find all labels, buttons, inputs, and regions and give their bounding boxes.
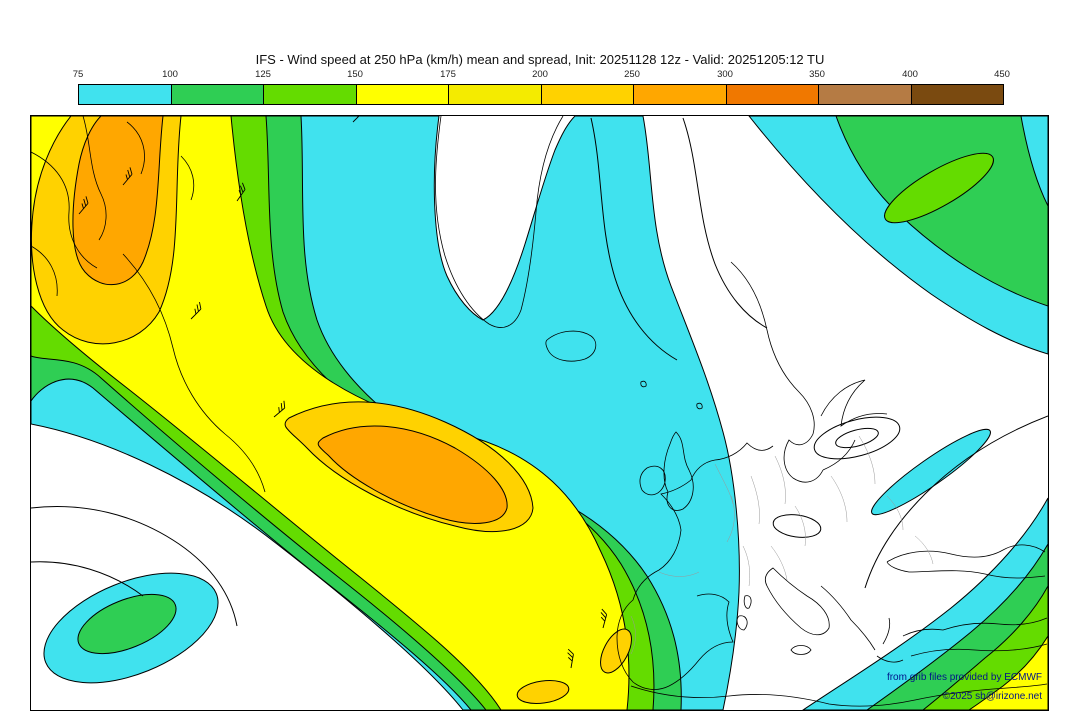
wind-speed-shading-southeast-band [802, 497, 1048, 710]
colorbar-tick-label: 150 [347, 69, 363, 80]
colorbar-segment [911, 85, 1003, 104]
coastline-north-america [31, 116, 266, 493]
wind-speed-shading-southwest-blob [43, 572, 219, 684]
colorbar-tick-label: 175 [440, 69, 456, 80]
wind-barb-icon [600, 608, 608, 629]
colorbar-tick-label: 300 [717, 69, 733, 80]
colorbar-tick-label: 400 [902, 69, 918, 80]
coastline-british-isles [639, 431, 694, 511]
wind-barb-icon [190, 301, 202, 320]
shaded-region-125kmh [884, 152, 994, 224]
wind-barb-icon [78, 196, 89, 215]
colorbar-segment [356, 85, 449, 104]
coastlines [31, 116, 1048, 707]
colorbar-tick-label: 450 [994, 69, 1010, 80]
wind-barbs [78, 116, 608, 669]
shaded-region-75kmh [871, 428, 991, 516]
colorbar-segment [726, 85, 819, 104]
shaded-region-150kmh [968, 635, 1048, 710]
colorbar-tick-labels: 75 100 125 150 175 200 250 300 350 400 4… [0, 69, 1080, 81]
shaded-region-100kmh [77, 593, 177, 655]
shaded-region-200kmh [600, 628, 632, 674]
wind-speed-shading-arctic-band [748, 116, 1048, 516]
weather-map: from grib files provided by ECMWF ©2025 … [30, 115, 1049, 711]
coastline-turkey-black-sea [886, 544, 1048, 657]
colorbar-tick-label: 350 [809, 69, 825, 80]
coastline-small-islands [640, 380, 703, 410]
colorbar-segment [634, 85, 727, 104]
coastline-scandinavia [730, 261, 888, 483]
coastline-north-africa [630, 683, 1048, 707]
colorbar-segment [79, 85, 172, 104]
colorbar-tick-label: 75 [72, 69, 84, 80]
map-canvas [31, 116, 1048, 710]
colorbar-segment [541, 85, 634, 104]
colorbar-tick-label: 250 [624, 69, 640, 80]
colorbar [78, 84, 1004, 105]
colorbar-tick-label: 200 [532, 69, 548, 80]
colorbar-segment [819, 85, 912, 104]
shaded-region-250kmh [317, 425, 508, 524]
shaded-region-250kmh [72, 116, 164, 286]
colorbar-tick-label: 100 [162, 69, 178, 80]
shaded-region-200kmh [516, 680, 570, 704]
wind-barb-icon [122, 167, 133, 186]
colorbar-segment [264, 85, 357, 104]
credit-ecmwf: from grib files provided by ECMWF [886, 672, 1042, 683]
colorbar-tick-label: 125 [255, 69, 271, 80]
coastline-iceland [545, 330, 597, 362]
wind-barb-icon [567, 648, 574, 669]
wind-barb-icon [236, 182, 246, 202]
contour-lines [31, 117, 1048, 627]
country-borders [630, 435, 934, 655]
coastline-western-europe [616, 442, 774, 690]
coastline-italy-balkans [736, 567, 904, 663]
map-credits: from grib files provided by ECMWF ©2025 … [887, 668, 1042, 706]
wind-barb-icon [352, 116, 364, 123]
credit-copyright: ©2025 sb@irizone.net [942, 691, 1042, 702]
colorbar-segment [171, 85, 264, 104]
page-title: IFS - Wind speed at 250 hPa (km/h) mean … [255, 52, 825, 67]
wind-speed-shading-main-jet [31, 116, 740, 710]
colorbar-segment [449, 85, 542, 104]
wind-barb-icon [273, 400, 286, 418]
shaded-region-100kmh [835, 116, 1048, 307]
coastline-greenland [435, 116, 564, 328]
